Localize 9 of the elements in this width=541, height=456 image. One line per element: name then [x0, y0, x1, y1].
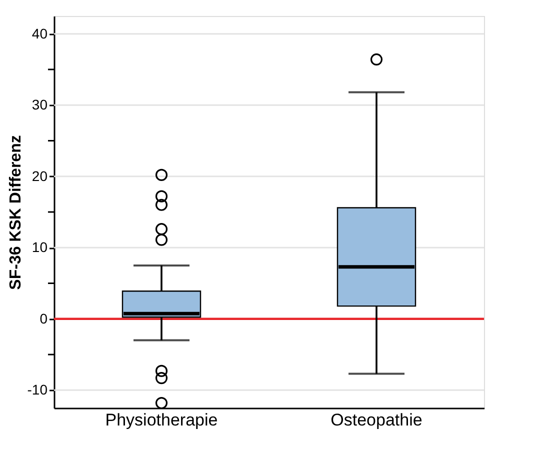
y-tick-label: -10 [27, 382, 48, 398]
x-tick-label: Physiotherapie [105, 410, 218, 430]
x-tick-label: Osteopathie [330, 410, 422, 430]
y-axis-title: SF-36 KSK Differenz [7, 135, 24, 290]
y-tick-label: 40 [32, 25, 48, 42]
y-tick-label: 10 [32, 239, 48, 256]
y-tick-label: 0 [40, 310, 48, 326]
y-tick-label: 20 [32, 168, 48, 184]
y-tick-label: 30 [32, 96, 48, 113]
